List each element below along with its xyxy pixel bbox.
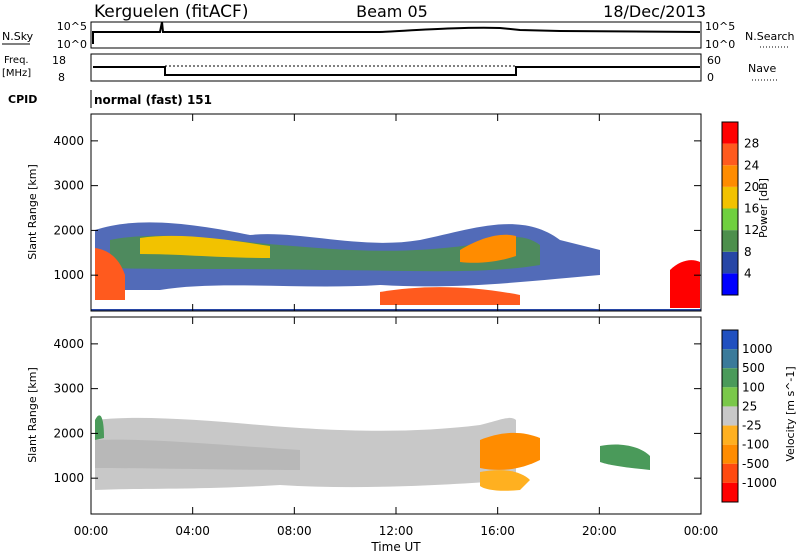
velocity-blob-yellow	[480, 470, 530, 491]
power-colorbar-frame	[721, 121, 739, 296]
velocity-colorbar-segment	[722, 444, 738, 464]
nsky-label: N.Sky	[2, 30, 34, 43]
power-colorbar-segment	[722, 273, 738, 295]
y-tick-label: 1000	[53, 268, 84, 282]
power-colorbar-tick: 12	[744, 223, 759, 237]
velocity-colorbar-tick: 500	[742, 361, 765, 375]
x-tick-label: 12:00	[379, 524, 414, 538]
velocity-colorbar-tick: -100	[742, 438, 769, 452]
nsky-panel-frame	[90, 21, 702, 49]
x-axis-label: Time UT	[370, 540, 421, 554]
velocity-colorbar-tick: -1000	[742, 476, 777, 490]
x-tick-label: 16:00	[480, 524, 515, 538]
velocity-colorbar-segment	[722, 425, 738, 445]
power-colorbar-tick: 16	[744, 202, 759, 216]
power-y-axis: 1000 2000 3000 4000	[53, 134, 701, 282]
y-tick-label: 3000	[53, 382, 84, 396]
velocity-colorbar-segment	[722, 482, 738, 502]
nsearch-tick-top: 10^5	[705, 20, 735, 33]
x-tick-label: 04:00	[175, 524, 210, 538]
power-ylabel: Slant Range [km]	[26, 164, 39, 260]
y-tick-label: 2000	[53, 223, 84, 237]
power-blob-red-left	[95, 248, 125, 300]
velocity-colorbar-segment	[722, 387, 738, 407]
power-colorbar-tick: 4	[744, 266, 752, 280]
velocity-colorbar-label: Velocity [m s^-1]	[784, 366, 797, 461]
power-data-region	[91, 222, 701, 311]
nsky-tick-top: 10^5	[57, 20, 87, 33]
velocity-colorbar-tick: -25	[742, 419, 762, 433]
power-colorbar-segment	[722, 143, 738, 166]
beam-title: Beam 05	[356, 2, 428, 21]
power-blob-orange	[460, 234, 516, 263]
x-tick-label: 08:00	[277, 524, 312, 538]
x-tick-label: 20:00	[582, 524, 617, 538]
power-colorbar-tick: 24	[744, 158, 759, 172]
power-colorbar-segment	[722, 251, 738, 274]
y-tick-label: 4000	[53, 337, 84, 351]
power-colorbar-tick: 28	[744, 137, 759, 151]
velocity-colorbar-segment	[722, 463, 738, 483]
power-colorbar-label: Power [dB]	[757, 178, 770, 238]
power-colorbar-segment	[722, 165, 738, 187]
y-tick-label: 1000	[53, 471, 84, 485]
power-colorbar: 4 8 12 16 20 24 28	[722, 122, 759, 295]
nsky-trace	[92, 21, 701, 44]
date-title: 18/Dec/2013	[603, 2, 706, 21]
x-tick-label: 00:00	[684, 524, 719, 538]
nave-label: Nave	[748, 62, 776, 75]
velocity-colorbar-segment	[722, 368, 738, 388]
freq-label: Freq.	[4, 55, 29, 66]
freq-unit-label: [MHz]	[2, 68, 31, 79]
velocity-colorbar-tick: -500	[742, 457, 769, 471]
cpid-value: normal (fast) 151	[94, 93, 212, 107]
velocity-colorbar-tick: 1000	[742, 342, 773, 356]
power-colorbar-tick: 8	[744, 245, 752, 259]
power-colorbar-segment	[722, 230, 738, 252]
nave-tick-bottom: 0	[707, 71, 714, 84]
freq-tick-bottom: 8	[58, 71, 65, 84]
velocity-blob-green	[600, 444, 650, 470]
y-tick-label: 2000	[53, 426, 84, 440]
y-tick-label: 4000	[53, 134, 84, 148]
velocity-colorbar: 1000 500 100 25 -25 -100 -500 -1000	[722, 330, 777, 502]
nsky-tick-bottom: 10^0	[57, 38, 87, 51]
freq-trace	[93, 66, 700, 76]
velocity-colorbar-segment	[722, 330, 738, 350]
power-blob-red-right	[670, 260, 700, 308]
power-colorbar-segment	[722, 208, 738, 231]
freq-panel-frame	[90, 53, 702, 82]
nsearch-tick-bottom: 10^0	[705, 38, 735, 51]
station-title: Kerguelen (fitACF)	[94, 2, 248, 22]
velocity-y-axis: 1000 2000 3000 4000	[53, 337, 701, 485]
velocity-colorbar-tick: 25	[742, 399, 757, 413]
cpid-label: CPID	[8, 93, 37, 106]
velocity-blob-gray-band	[95, 439, 300, 470]
nave-tick-top: 60	[707, 54, 721, 67]
power-colorbar-tick: 20	[744, 180, 759, 194]
power-colorbar-segment	[722, 186, 738, 209]
velocity-ylabel: Slant Range [km]	[26, 367, 39, 463]
nsearch-label: N.Search	[745, 30, 795, 43]
velocity-colorbar-segment	[722, 349, 738, 369]
power-blob-yellow	[140, 235, 270, 258]
x-axis: 00:00 04:00 08:00 12:00 16:00 20:00 00:00	[74, 114, 719, 538]
velocity-data-region	[95, 415, 650, 491]
x-tick-label: 00:00	[74, 524, 109, 538]
velocity-blob-orange	[480, 432, 540, 470]
power-colorbar-segment	[722, 122, 738, 144]
velocity-colorbar-frame	[721, 329, 739, 503]
velocity-colorbar-segment	[722, 406, 738, 426]
velocity-blob-gray	[95, 417, 516, 490]
velocity-colorbar-tick: 100	[742, 380, 765, 394]
freq-tick-top: 18	[52, 54, 66, 67]
power-blob-red-bottom	[380, 287, 520, 305]
y-tick-label: 3000	[53, 179, 84, 193]
